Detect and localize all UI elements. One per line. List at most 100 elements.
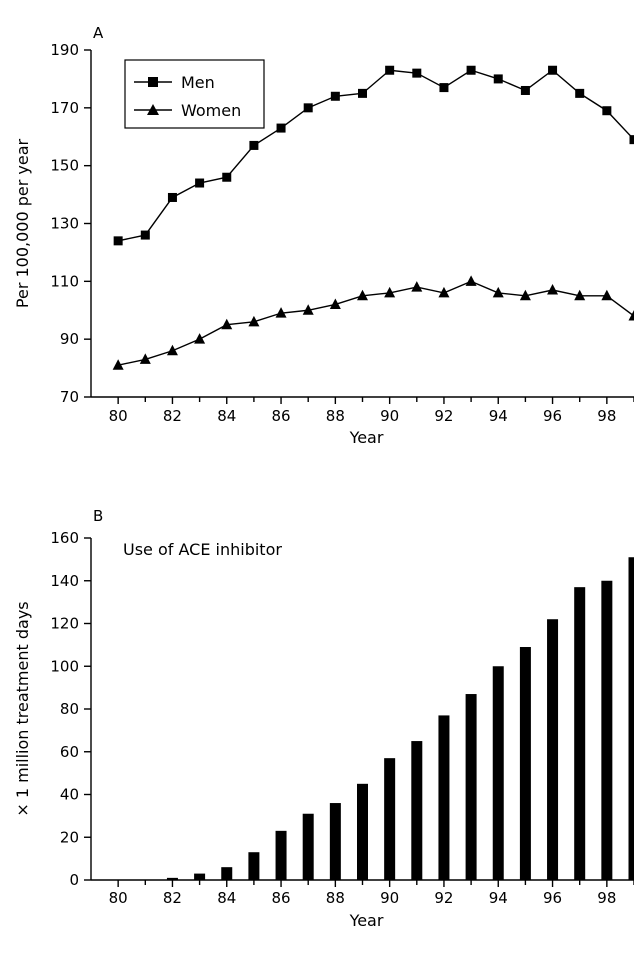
y-tick-label: 160 [50, 529, 79, 547]
panel-b-x-ticks: 80 82 84 86 88 90 92 94 96 98 [109, 880, 634, 907]
series-women-point [221, 318, 233, 330]
series-men-point [113, 236, 123, 246]
panel-a-x-axis-label: Year [349, 428, 384, 447]
bar [411, 741, 423, 880]
bar [329, 803, 341, 880]
x-tick-label: 88 [326, 889, 345, 907]
x-tick-label: 86 [272, 889, 291, 907]
panel-b-bars [166, 557, 634, 880]
series-women-point [601, 289, 613, 301]
y-tick-label: 90 [60, 330, 79, 348]
bar [384, 758, 396, 880]
series-men-point [629, 135, 634, 145]
panel-b-x-axis-label: Year [349, 911, 384, 930]
y-tick-label: 150 [50, 157, 79, 175]
x-tick-label: 90 [380, 407, 399, 425]
bar [519, 647, 531, 880]
series-men-point [466, 65, 476, 75]
series-men-point [602, 106, 612, 116]
series-women-point [194, 333, 206, 344]
y-tick-label: 70 [60, 388, 79, 406]
bar [221, 867, 233, 880]
series-men-point [548, 65, 558, 75]
panel-b-y-ticks: 0 20 40 60 80 100 120 140 160 [50, 529, 91, 889]
x-tick-label: 96 [543, 889, 562, 907]
series-women-point [302, 304, 314, 315]
y-tick-label: 120 [50, 615, 79, 633]
series-women-point [547, 284, 559, 295]
legend-women-triangle-marker [147, 104, 159, 115]
series-women-point [275, 307, 287, 318]
series-women-point [357, 289, 368, 301]
x-tick-label: 98 [597, 407, 616, 425]
series-women-point [465, 275, 477, 286]
x-tick-label: 82 [163, 889, 182, 907]
panel-b-letter: B [93, 507, 103, 525]
panel-a-series [112, 65, 634, 370]
panel-a-y-ticks: 70 90 110 130 150 170 190 [50, 41, 91, 406]
bar [194, 873, 206, 880]
series-men-point [276, 123, 286, 133]
series-women-point [574, 289, 586, 301]
y-tick-label: 40 [60, 786, 79, 804]
series-men-point [140, 230, 150, 240]
x-tick-label: 84 [217, 407, 236, 425]
y-tick-label: 20 [60, 828, 79, 846]
x-tick-label: 90 [380, 889, 399, 907]
x-tick-label: 92 [434, 889, 453, 907]
series-women-point [411, 281, 423, 292]
panel-a-y-axis-label: Per 100,000 per year [13, 138, 32, 308]
series-men-point [520, 85, 530, 95]
series-men-line [118, 69, 634, 242]
series-women-point [166, 344, 178, 356]
series-women-point [139, 353, 151, 364]
x-tick-label: 92 [434, 407, 453, 425]
x-tick-label: 86 [272, 407, 291, 425]
panel-a-legend: Men Women [124, 59, 265, 129]
bar [248, 852, 260, 880]
legend-box [124, 59, 265, 129]
series-women-point [248, 315, 260, 327]
series-men-point [493, 74, 503, 84]
panel-b-annotation: Use of ACE inhibitor [123, 540, 282, 559]
y-tick-label: 170 [50, 99, 79, 117]
x-tick-label: 94 [489, 889, 508, 907]
x-tick-label: 98 [597, 889, 616, 907]
series-men-point [195, 178, 205, 188]
x-tick-label: 88 [326, 407, 345, 425]
y-tick-label: 130 [50, 215, 79, 233]
series-men-point [330, 91, 340, 101]
bar [438, 715, 450, 880]
bar [601, 580, 613, 880]
x-tick-label: 80 [109, 889, 128, 907]
series-men-point [303, 103, 313, 113]
series-women-point [628, 310, 634, 321]
panel-a-letter: A [93, 24, 104, 42]
x-tick-label: 94 [489, 407, 508, 425]
series-women-line [118, 280, 634, 366]
bar [465, 694, 477, 880]
x-tick-label: 96 [543, 407, 562, 425]
y-tick-label: 60 [60, 743, 79, 761]
series-men-point [358, 88, 367, 98]
series-men-point [167, 192, 177, 202]
bar [628, 557, 634, 880]
panel-b: B 0 20 40 60 80 100 120 140 160 80 82 84 86 88 90 92 94… [13, 507, 634, 930]
bar [547, 619, 559, 880]
series-women-point [384, 286, 396, 298]
series-men-point [222, 172, 232, 182]
legend-women-label: Women [181, 101, 241, 120]
panel-a: A 70 90 110 130 150 170 190 80 82 84 86 88 90 92 94 96… [13, 24, 634, 447]
series-women-point [112, 359, 124, 370]
series-women-point [329, 298, 341, 309]
bar [574, 587, 586, 880]
panel-a-x-ticks: 80 82 84 86 88 90 92 94 96 98 [109, 397, 634, 425]
y-tick-label: 190 [50, 41, 79, 59]
bar [492, 666, 504, 880]
y-tick-label: 100 [50, 657, 79, 675]
series-women-point [519, 289, 531, 301]
x-tick-label: 84 [217, 889, 236, 907]
y-tick-label: 140 [50, 572, 79, 590]
legend-men-label: Men [181, 73, 215, 92]
